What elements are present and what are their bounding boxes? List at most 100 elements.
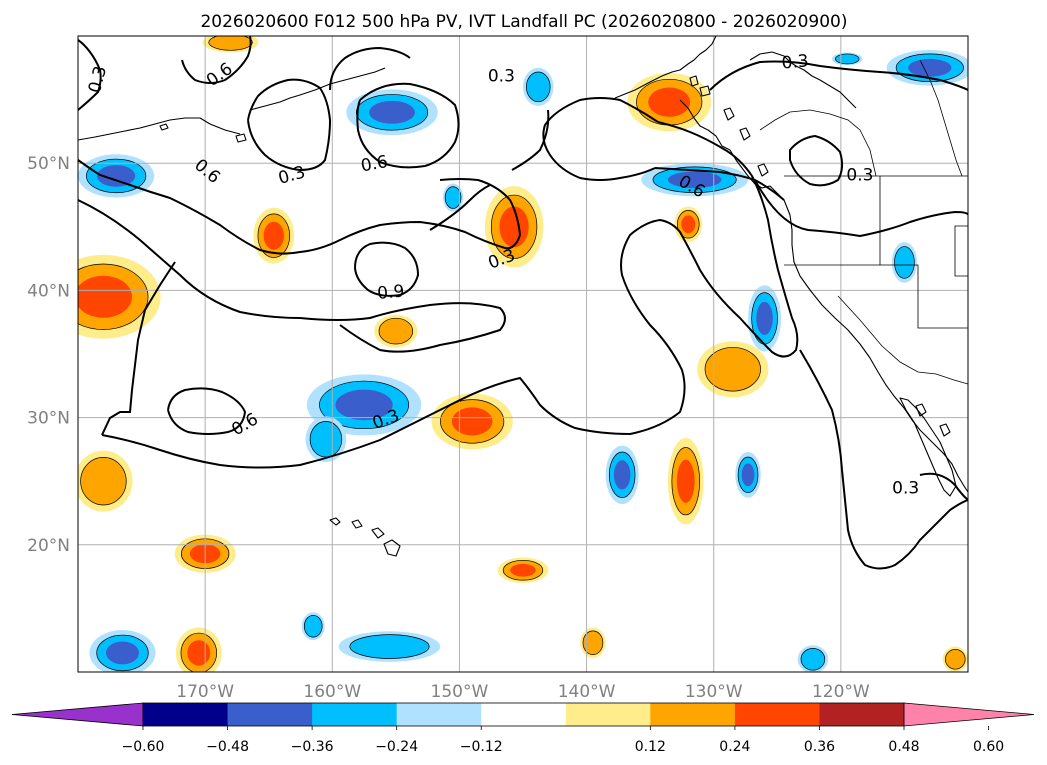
anomaly-level-2 [834, 53, 860, 65]
anomaly-blob [627, 72, 712, 132]
anomaly-blob [78, 450, 133, 512]
anomaly-blob [523, 67, 554, 106]
lon-tick-label: 150°W [431, 682, 489, 702]
map-frame [77, 35, 969, 673]
anomaly-level-2 [582, 630, 604, 655]
lon-tick-label: 140°W [558, 682, 616, 702]
anomaly-level-3 [105, 641, 140, 665]
contour-label: 0.6 [359, 152, 389, 176]
anomaly-blob [891, 242, 918, 283]
anomaly-blob [175, 627, 222, 672]
anomaly-level-3 [510, 563, 536, 577]
anomaly-level-3 [908, 58, 952, 77]
anomaly-level-3 [78, 275, 133, 318]
anomaly-blob [374, 314, 418, 348]
colorbar-tick-label: 0.60 [973, 739, 1004, 755]
latitude-axis: 20°N 30°N 40°N 50°N [27, 154, 70, 556]
anomaly-blob [697, 341, 769, 398]
anomaly-fills [78, 36, 968, 672]
colorbar-segment [565, 703, 651, 726]
anomaly-level-3 [263, 221, 284, 250]
anomaly-blob [497, 557, 549, 583]
anomaly-level-2 [208, 36, 253, 51]
colorbar-segment [734, 703, 820, 726]
political-borders [759, 59, 968, 385]
contour-label: 0.3 [781, 51, 810, 73]
anomaly-level-3 [741, 463, 755, 487]
colorbar-segment [312, 703, 398, 726]
anomaly-level-2 [349, 634, 430, 659]
gridlines [78, 36, 968, 672]
anomaly-level-3 [97, 165, 136, 187]
contour-label: 0.3 [846, 166, 873, 186]
anomaly-level-2 [704, 347, 761, 392]
chart-title: 2026020600 F012 500 hPa PV, IVT Landfall… [200, 12, 847, 32]
colorbar-extend-high [903, 702, 1035, 727]
anomaly-level-3 [187, 640, 211, 666]
anomaly-level-3 [499, 206, 529, 248]
anomaly-level-3 [613, 460, 631, 490]
colorbar-frame [142, 702, 905, 727]
lon-tick-label: 160°W [303, 682, 361, 702]
anomaly-level-2 [526, 71, 551, 103]
anomaly-blob [301, 612, 325, 641]
colorbar-tick-label: 0.48 [888, 739, 919, 755]
colorbar-segment [819, 703, 905, 726]
lon-tick-label: 170°W [176, 682, 234, 702]
colorbar: −0.60 −0.48 −0.36 −0.24 −0.12 0.12 0.24 0.36 0.4… [11, 702, 1035, 755]
anomaly-blob [748, 285, 782, 352]
colorbar-tick-label: 0.36 [804, 739, 835, 755]
lon-tick-label: 120°W [812, 682, 870, 702]
longitude-axis: 170°W 160°W 150°W 140°W 130°W 120°W [176, 682, 870, 702]
colorbar-segment [143, 703, 229, 726]
anomaly-blob [346, 89, 438, 136]
anomaly-level-3 [451, 407, 493, 436]
anomaly-level-2 [945, 649, 966, 670]
anomaly-level-3 [648, 87, 691, 117]
contour-label: 0.9 [377, 282, 406, 304]
anomaly-blob [338, 631, 441, 662]
anomaly-blob [253, 207, 295, 264]
anomaly-blob [797, 645, 829, 672]
anomaly-blob [202, 36, 259, 53]
colorbar-tick-label: −0.24 [375, 739, 418, 755]
anomaly-blob [442, 183, 464, 212]
colorbar-tick-label: −0.12 [460, 739, 503, 755]
anomaly-level-2 [444, 186, 462, 209]
colorbar-segment [396, 703, 482, 726]
lat-tick-label: 40°N [27, 281, 70, 301]
contour-label: 0.3 [892, 479, 919, 499]
lon-tick-label: 130°W [685, 682, 743, 702]
coastlines [78, 36, 968, 557]
anomaly-level-3 [335, 389, 393, 421]
anomaly-blob [942, 646, 968, 672]
colorbar-segment [650, 703, 736, 726]
contour-label: 0.3 [488, 66, 515, 86]
lat-tick-label: 50°N [27, 154, 70, 174]
lat-tick-label: 20°N [27, 536, 70, 556]
anomaly-blob [580, 627, 606, 659]
anomaly-level-3 [676, 459, 695, 503]
anomaly-level-2 [894, 246, 915, 279]
anomaly-blob [431, 393, 513, 450]
anomaly-level-3 [756, 301, 773, 335]
anomaly-blob [305, 416, 347, 463]
anomaly-level-2 [309, 421, 343, 458]
anomaly-level-2 [80, 457, 127, 506]
anomaly-blob [667, 437, 704, 525]
anomaly-level-3 [681, 215, 696, 234]
anomaly-blob [735, 451, 761, 498]
colorbar-tick-label: −0.48 [206, 739, 249, 755]
colorbar-extend-low [11, 702, 144, 727]
map-area: 0.3 0.6 0.30.30.6 0.3 0.60.6 0.30.30.90.6 0.30… [78, 36, 968, 672]
anomaly-level-2 [378, 317, 414, 345]
colorbar-tick-label: 0.12 [635, 739, 666, 755]
anomaly-blob [605, 445, 639, 505]
anomaly-level-2 [303, 614, 323, 638]
anomaly-level-3 [369, 100, 415, 124]
anomaly-blob [674, 206, 703, 243]
anomaly-blob [78, 154, 155, 198]
colorbar-tick-label: −0.36 [291, 739, 334, 755]
pv-contours [78, 36, 968, 570]
